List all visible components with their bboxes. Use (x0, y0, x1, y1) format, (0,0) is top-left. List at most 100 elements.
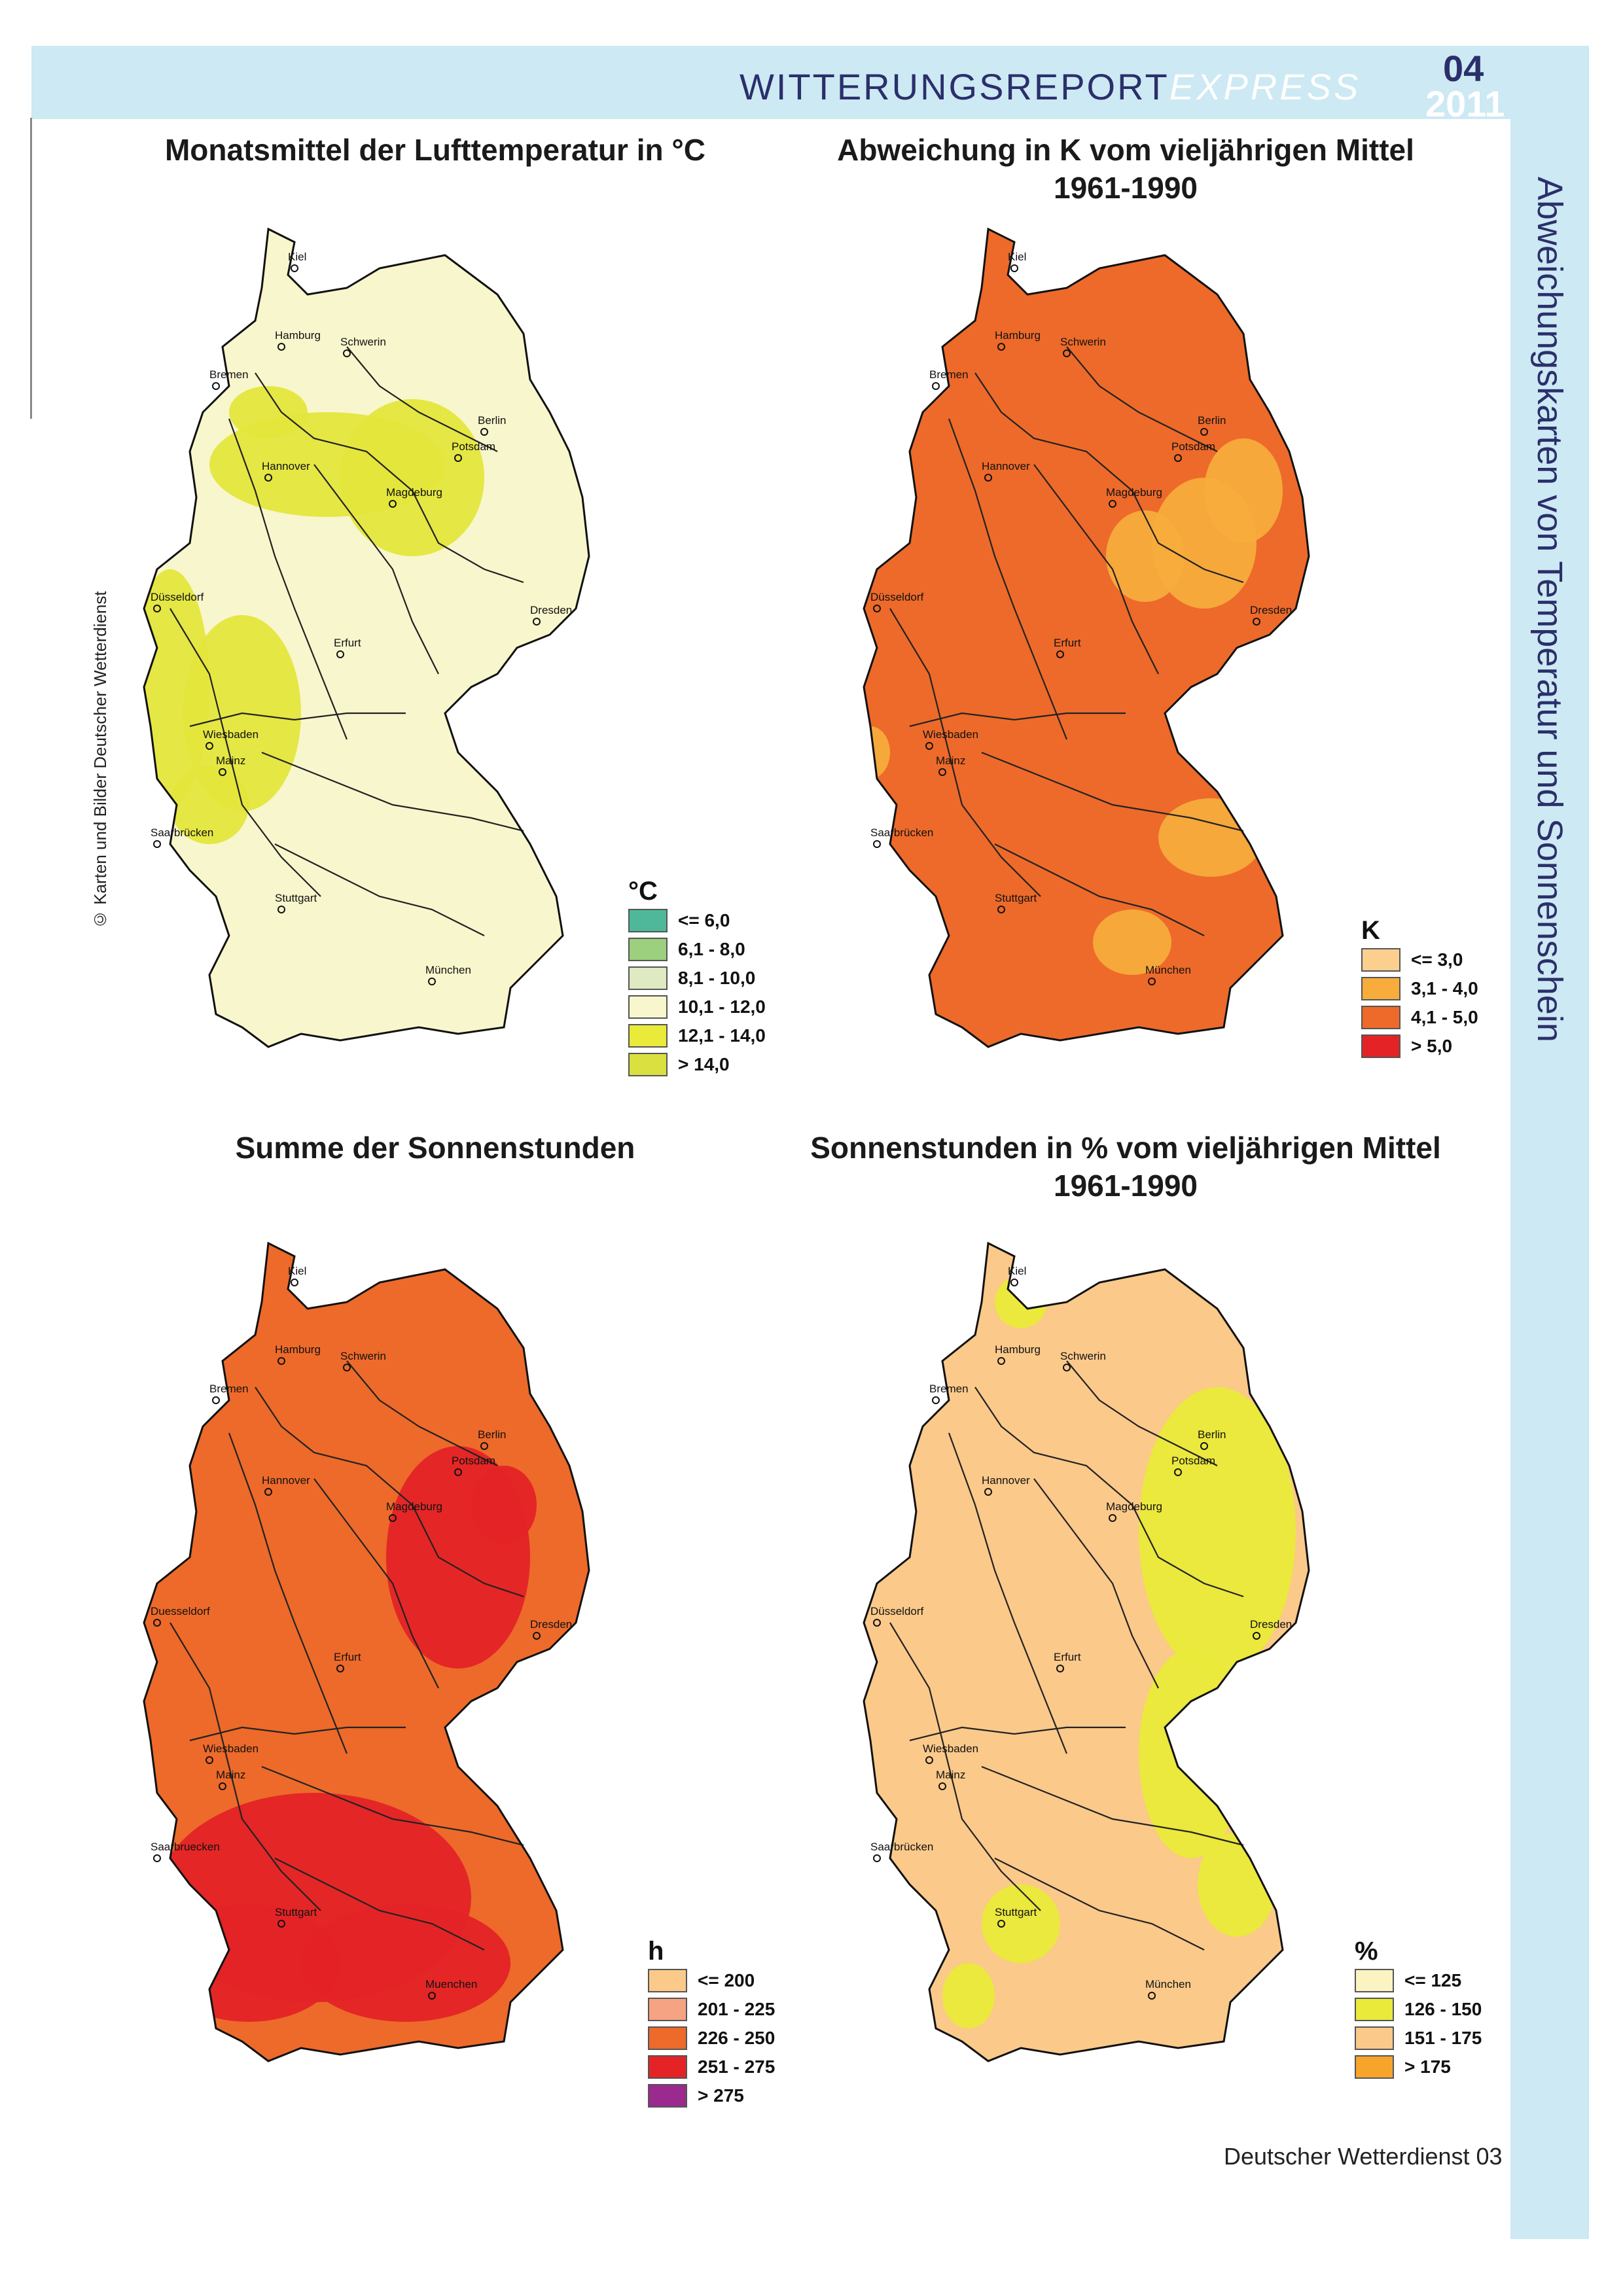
city-marker (454, 454, 462, 462)
city-marker (336, 650, 344, 658)
city-label: Erfurt (334, 1651, 361, 1663)
map-zone (340, 399, 484, 556)
city-marker (454, 1468, 462, 1476)
city-marker (997, 1920, 1005, 1928)
city-label: Erfurt (334, 637, 361, 649)
legend-item: <= 125 (1355, 1966, 1482, 1995)
city-label: Mainz (936, 1769, 965, 1781)
legend-swatch (1361, 1006, 1400, 1029)
city-label: Wiesbaden (923, 728, 978, 741)
map-sun-percent: Kiel Hamburg Schwerin Bremen Berlin Potsdam Ha… (863, 1241, 1310, 2062)
country-border (143, 227, 590, 1048)
city-marker (389, 500, 397, 508)
city-label: Dresden (1250, 604, 1292, 616)
map-zone (170, 766, 249, 844)
legend-swatch (1355, 2026, 1394, 2050)
country-border (863, 227, 1310, 1048)
legend-swatch (628, 909, 668, 932)
city-marker (336, 1665, 344, 1672)
legend-label: 226 - 250 (698, 2028, 776, 2048)
legend-label: 201 - 225 (698, 1999, 776, 2019)
legend-unit: h (648, 1937, 664, 1966)
city-label: Hannover (982, 460, 1030, 472)
legend-label: <= 200 (698, 1970, 755, 1990)
legend-swatch (1361, 948, 1400, 972)
city-label: Kiel (1008, 1265, 1026, 1277)
legend-item: 226 - 250 (648, 2024, 775, 2053)
legend-temp-mean: °C <= 6,0 6,1 - 8,0 8,1 - 10,0 10,1 - 12,0 1… (628, 877, 766, 1079)
legend-label: > 275 (698, 2085, 744, 2106)
legend-item: 151 - 175 (1355, 2024, 1482, 2053)
city-label: Schwerin (340, 336, 386, 348)
city-marker (873, 605, 881, 612)
legend-temp-anomaly: K <= 3,0 3,1 - 4,0 4,1 - 5,0 > 5,0 (1361, 916, 1478, 1061)
legend-sun-percent: % <= 125 126 - 150 151 - 175 > 175 (1355, 1937, 1482, 2081)
city-marker (873, 840, 881, 848)
river-line (189, 1726, 406, 1742)
legend-swatch (1355, 1969, 1394, 1992)
city-label: Magdeburg (1106, 1500, 1162, 1513)
city-label: Bremen (929, 368, 969, 381)
map-zone (942, 1963, 995, 2028)
city-label: München (425, 964, 471, 976)
side-title: Abweichungskarten von Temperatur und Son… (1530, 177, 1569, 1042)
city-label: Schwerin (1060, 336, 1106, 348)
city-marker (1148, 978, 1156, 985)
map-title-sun-percent-line2: 1961-1990 (1054, 1169, 1198, 1203)
city-label: Bremen (209, 368, 249, 381)
legend-item: > 5,0 (1361, 1032, 1478, 1061)
city-label: Dresden (530, 604, 572, 616)
header-band (31, 46, 1589, 119)
river-line (889, 608, 1041, 897)
legend-unit: K (1361, 916, 1380, 945)
river-line (974, 1386, 1244, 1598)
city-label: Saarbrücken (870, 826, 933, 839)
map-title-temp-mean: Monatsmittel der Lufttemperatur in °C (131, 131, 740, 169)
city-marker (277, 1920, 285, 1928)
legend-item: 251 - 275 (648, 2053, 775, 2081)
legend-item: <= 6,0 (628, 906, 766, 935)
river-line (228, 1432, 348, 1754)
legend-swatch (648, 2026, 687, 2050)
city-label: Stuttgart (995, 1906, 1037, 1918)
legend-sun-sum: h <= 200 201 - 225 226 - 250 251 - 275 > 275 (648, 1937, 775, 2110)
legend-item: > 175 (1355, 2053, 1482, 2081)
legend-item: <= 3,0 (1361, 945, 1478, 974)
river-line (994, 843, 1205, 936)
city-marker (925, 1756, 933, 1764)
river-line (1033, 464, 1159, 675)
city-marker (1010, 1279, 1018, 1286)
city-marker (932, 382, 940, 390)
city-label: Stuttgart (275, 1906, 317, 1918)
city-label: Magdeburg (1106, 486, 1162, 499)
legend-label: 3,1 - 4,0 (1411, 978, 1478, 998)
city-label: Dresden (530, 1618, 572, 1631)
map-zone (982, 1884, 1060, 1963)
river-line (1066, 1360, 1218, 1466)
city-label: Kiel (1008, 251, 1026, 263)
city-label: Schwerin (340, 1350, 386, 1362)
river-line (169, 1622, 321, 1911)
legend-swatch (1355, 1998, 1394, 2021)
city-label: Bremen (209, 1383, 249, 1395)
city-marker (1056, 650, 1064, 658)
legend-item: <= 200 (648, 1966, 775, 1995)
city-marker (997, 906, 1005, 913)
legend-unit: % (1355, 1937, 1378, 1966)
river-line (1066, 346, 1218, 452)
city-label: Saarbrücken (870, 1841, 933, 1853)
city-label: Potsdam (1171, 1455, 1215, 1467)
city-marker (277, 343, 285, 351)
map-zone (1139, 1387, 1296, 1675)
legend-label: 151 - 175 (1404, 2028, 1482, 2048)
city-label: Potsdam (452, 1455, 495, 1467)
city-label: Hamburg (995, 1343, 1041, 1356)
city-marker (291, 1279, 298, 1286)
city-marker (480, 428, 488, 436)
river-line (255, 372, 524, 584)
city-marker (153, 605, 161, 612)
legend-label: 8,1 - 10,0 (678, 968, 756, 988)
city-label: Potsdam (1171, 440, 1215, 453)
city-label: Erfurt (1054, 637, 1081, 649)
river-line (994, 1858, 1205, 1951)
